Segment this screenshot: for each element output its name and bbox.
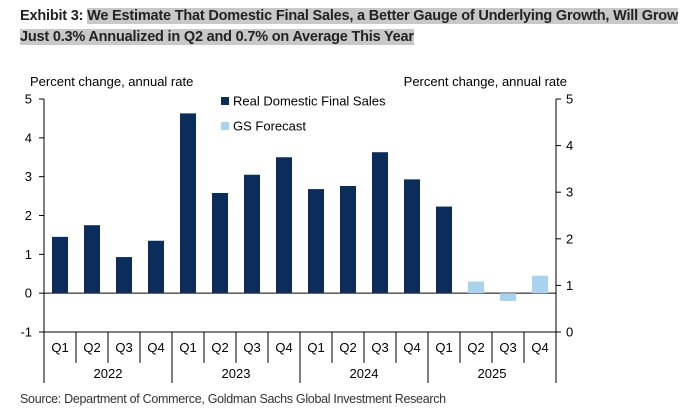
bar <box>84 225 100 294</box>
bar <box>372 152 388 294</box>
left-tick-label: 1 <box>25 247 32 262</box>
legend-label: Real Domestic Final Sales <box>233 94 386 109</box>
category-tick-label: Q2 <box>467 340 484 355</box>
left-tick-label: 3 <box>25 169 32 184</box>
left-tick-label: 4 <box>25 130 32 145</box>
category-tick-label: Q1 <box>51 340 68 355</box>
category-tick-label: Q4 <box>275 340 292 355</box>
legend-swatch <box>221 97 229 105</box>
legend-swatch <box>221 122 229 130</box>
category-tick-label: Q3 <box>499 340 516 355</box>
bar <box>436 206 452 294</box>
bar <box>116 257 132 294</box>
bar <box>148 240 164 294</box>
left-tick-label: 5 <box>25 92 32 107</box>
right-tick-label: 5 <box>566 92 573 107</box>
category-tick-label: Q3 <box>371 340 388 355</box>
category-tick-label: Q3 <box>243 340 260 355</box>
right-tick-label: 1 <box>566 278 573 293</box>
category-tick-label: Q2 <box>83 340 100 355</box>
exhibit-label: Exhibit 3: <box>20 8 84 24</box>
left-axis-title: Percent change, annual rate <box>30 74 193 89</box>
bar <box>244 174 260 294</box>
bar <box>308 189 324 294</box>
bar <box>180 113 196 294</box>
bar <box>340 185 356 294</box>
bar <box>404 179 420 294</box>
bar-chart: Percent change, annual rate Percent chang… <box>20 74 573 383</box>
year-label: 2025 <box>478 366 507 381</box>
bar <box>532 275 548 294</box>
chart-title: Exhibit 3: We Estimate That Domestic Fin… <box>20 6 692 48</box>
category-tick-label: Q1 <box>179 340 196 355</box>
year-label: 2023 <box>222 366 251 381</box>
category-tick-label: Q4 <box>403 340 420 355</box>
left-tick-label: 0 <box>25 286 32 301</box>
right-tick-label: 4 <box>566 138 573 153</box>
category-tick-label: Q1 <box>307 340 324 355</box>
category-tick-label: Q3 <box>115 340 132 355</box>
category-tick-label: Q2 <box>339 340 356 355</box>
category-tick-label: Q1 <box>435 340 452 355</box>
right-tick-label: 3 <box>566 185 573 200</box>
bar <box>468 281 484 294</box>
right-tick-label: 2 <box>566 231 573 246</box>
bar <box>500 293 516 301</box>
right-axis-title: Percent change, annual rate <box>404 74 567 89</box>
left-tick-label: 2 <box>25 208 32 223</box>
bar <box>276 157 292 294</box>
category-tick-label: Q4 <box>147 340 164 355</box>
bar <box>212 192 228 294</box>
legend-label: GS Forecast <box>233 119 306 134</box>
category-tick-label: Q2 <box>211 340 228 355</box>
category-tick-label: Q4 <box>531 340 548 355</box>
left-tick-label: -1 <box>20 325 32 340</box>
right-tick-label: 0 <box>566 325 573 340</box>
bar <box>52 236 68 294</box>
year-label: 2024 <box>350 366 379 381</box>
source-note: Source: Department of Commerce, Goldman … <box>20 392 446 406</box>
year-label: 2022 <box>94 366 123 381</box>
